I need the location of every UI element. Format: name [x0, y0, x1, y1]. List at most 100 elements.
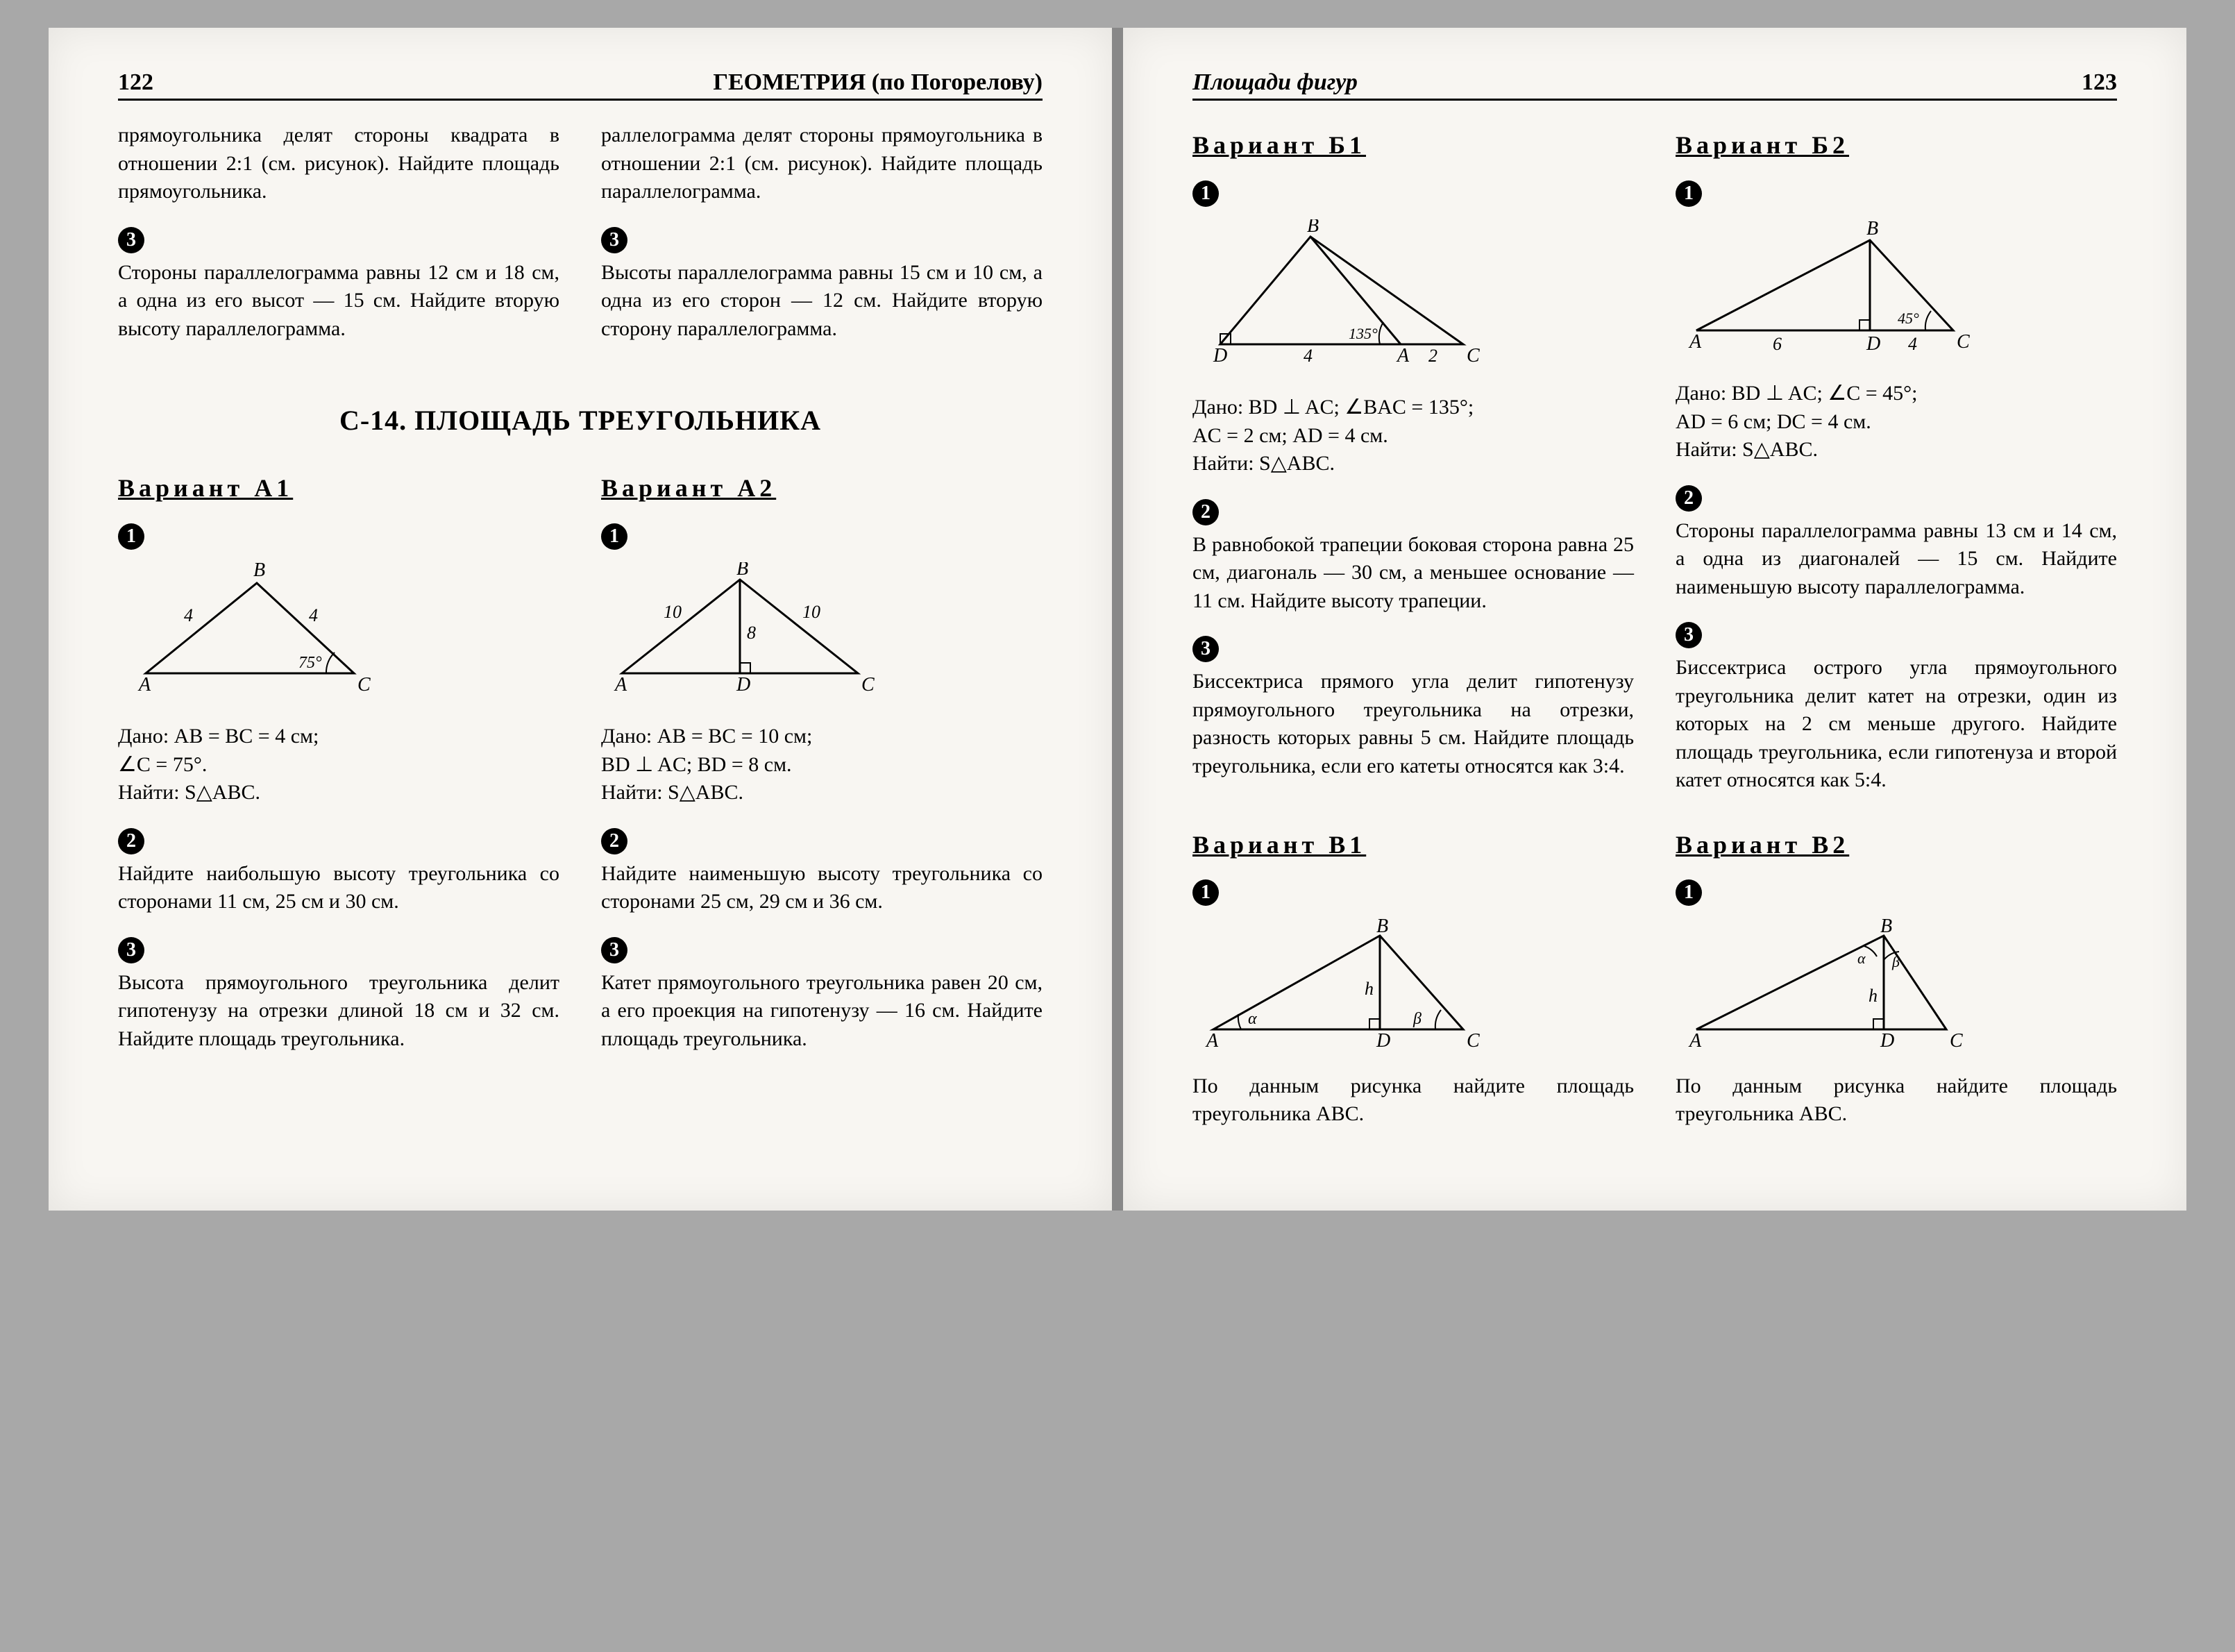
svg-text:C: C [1950, 1030, 1963, 1050]
variant-a2: Вариант А2 1 A B C D 10 10 8 [601, 464, 1043, 1065]
svg-text:D: D [1213, 345, 1227, 366]
problem-3-badge: 3 [601, 227, 627, 253]
header-right: Площади фигур 123 [1192, 69, 2117, 101]
problem-text: Биссектриса острого угла прямоугольного … [1676, 654, 2117, 795]
chapter-title: Площади фигур [1192, 69, 1358, 96]
variant-columns-b: Вариант Б1 1 135° D B A C 4 2 [1192, 121, 2117, 807]
given-block: Дано: BD ⊥ AC; ∠BAC = 135°; AC = 2 см; A… [1192, 394, 1634, 478]
variant-title: Вариант А1 [118, 471, 559, 505]
problem-text: В равнобокой трапеции боковая сторона ра… [1192, 531, 1634, 616]
svg-text:135°: 135° [1349, 325, 1378, 342]
variant-title: Вариант В1 [1192, 828, 1634, 862]
col-left: прямоугольника делят стороны квадрата в … [118, 121, 559, 355]
svg-text:B: B [1376, 918, 1388, 937]
svg-text:A: A [1396, 345, 1410, 366]
svg-text:β: β [1891, 953, 1900, 970]
svg-text:B: B [1880, 918, 1892, 937]
variant-columns-v: Вариант В1 1 α β h A B D [1192, 821, 2117, 1141]
col-right: раллелограмма делят стороны прямоугольни… [601, 121, 1043, 355]
svg-text:10: 10 [664, 602, 682, 622]
triangle-figure-v2: α β h A B D C [1676, 918, 2117, 1059]
svg-text:A: A [1688, 1030, 1702, 1050]
page-122: 122 ГЕОМЕТРИЯ (по Погорелову) прямоуголь… [49, 28, 1118, 1211]
svg-text:A: A [614, 674, 627, 696]
variant-b1: Вариант Б1 1 135° D B A C 4 2 [1192, 121, 1634, 807]
top-columns: прямоугольника делят стороны квадрата в … [118, 121, 1043, 355]
problem-text: Высота прямоугольного треугольника делит… [118, 969, 559, 1054]
problem-2-badge: 2 [1676, 485, 1702, 512]
svg-text:D: D [1376, 1030, 1390, 1050]
page-number: 123 [2082, 69, 2117, 96]
variant-a1: Вариант А1 1 A B C 4 4 75° Дано: AB = BC… [118, 464, 559, 1065]
svg-text:45°: 45° [1898, 310, 1919, 327]
problem-text: Стороны параллелограмма равны 12 см и 18… [118, 259, 559, 344]
problem-text: По данным рисунка найдите площадь треуго… [1192, 1072, 1634, 1129]
variant-v2: Вариант В2 1 α β h A B D [1676, 821, 2117, 1141]
problem-2-badge: 2 [601, 828, 627, 854]
svg-text:C: C [861, 674, 875, 696]
problem-text: Найдите наименьшую высоту треугольника с… [601, 860, 1043, 916]
problem-text: Найдите наибольшую высоту треугольника с… [118, 860, 559, 916]
triangle-figure-a2: A B C D 10 10 8 [601, 562, 1043, 709]
svg-text:h: h [1365, 979, 1374, 999]
svg-text:75°: 75° [298, 654, 322, 672]
variant-title: Вариант В2 [1676, 828, 2117, 862]
problem-text: По данным рисунка найдите площадь треуго… [1676, 1072, 2117, 1129]
triangle-figure-a1: A B C 4 4 75° [118, 562, 559, 709]
variant-title: Вариант А2 [601, 471, 1043, 505]
problem-1-badge: 1 [1192, 180, 1219, 207]
problem-1-badge: 1 [1676, 180, 1702, 207]
svg-text:D: D [736, 674, 750, 696]
problem-3-badge: 3 [1676, 622, 1702, 648]
problem-3-badge: 3 [118, 937, 144, 963]
problem-1-badge: 1 [601, 523, 627, 550]
variant-title: Вариант Б1 [1192, 128, 1634, 162]
svg-text:B: B [1866, 219, 1878, 239]
problem-3-badge: 3 [118, 227, 144, 253]
svg-text:D: D [1866, 333, 1880, 355]
variant-v1: Вариант В1 1 α β h A B D [1192, 821, 1634, 1141]
svg-text:C: C [1467, 1030, 1480, 1050]
problem-text: Высоты параллелограмма равны 15 см и 10 … [601, 259, 1043, 344]
variant-b2: Вариант Б2 1 45° A B D C 6 4 [1676, 121, 2117, 807]
svg-text:B: B [736, 562, 748, 580]
svg-text:2: 2 [1428, 346, 1437, 366]
book-title: ГЕОМЕТРИЯ (по Погорелову) [713, 69, 1043, 96]
svg-text:6: 6 [1773, 334, 1782, 354]
svg-text:α: α [1248, 1010, 1257, 1028]
triangle-figure-v1: α β h A B D C [1192, 918, 1634, 1059]
svg-text:D: D [1880, 1030, 1894, 1050]
svg-text:A: A [1688, 331, 1702, 353]
svg-text:8: 8 [747, 623, 756, 643]
svg-text:4: 4 [1304, 346, 1313, 366]
continuation-text: раллелограмма делят стороны прямоугольни… [601, 121, 1043, 206]
svg-text:4: 4 [184, 605, 193, 625]
page-spread: 122 ГЕОМЕТРИЯ (по Погорелову) прямоуголь… [49, 28, 2186, 1211]
problem-3-badge: 3 [601, 937, 627, 963]
svg-text:B: B [1307, 219, 1319, 237]
problem-1-badge: 1 [1676, 879, 1702, 906]
variant-title: Вариант Б2 [1676, 128, 2117, 162]
svg-text:4: 4 [309, 605, 318, 625]
page-number: 122 [118, 69, 153, 96]
svg-text:C: C [1467, 345, 1480, 366]
svg-text:α: α [1857, 950, 1866, 967]
svg-text:B: B [253, 562, 265, 581]
svg-text:A: A [137, 674, 151, 696]
problem-1-badge: 1 [1192, 879, 1219, 906]
triangle-figure-b1: 135° D B A C 4 2 [1192, 219, 1634, 380]
given-block: Дано: AB = BC = 10 см; BD ⊥ AC; BD = 8 с… [601, 723, 1043, 807]
svg-text:C: C [357, 674, 371, 696]
svg-text:C: C [1957, 331, 1970, 353]
problem-3-badge: 3 [1192, 636, 1219, 662]
problem-text: Катет прямоугольного треугольника равен … [601, 969, 1043, 1054]
problem-text: Стороны параллелограмма равны 13 см и 14… [1676, 517, 2117, 602]
header-left: 122 ГЕОМЕТРИЯ (по Погорелову) [118, 69, 1043, 101]
svg-text:A: A [1205, 1030, 1219, 1050]
section-heading: С-14. ПЛОЩАДЬ ТРЕУГОЛЬНИКА [118, 404, 1043, 437]
variant-columns: Вариант А1 1 A B C 4 4 75° Дано: AB = BC… [118, 464, 1043, 1065]
svg-text:10: 10 [802, 602, 820, 622]
given-block: Дано: AB = BC = 4 см; ∠C = 75°. Найти: S… [118, 723, 559, 807]
svg-text:β: β [1412, 1010, 1422, 1028]
svg-text:4: 4 [1908, 334, 1917, 354]
